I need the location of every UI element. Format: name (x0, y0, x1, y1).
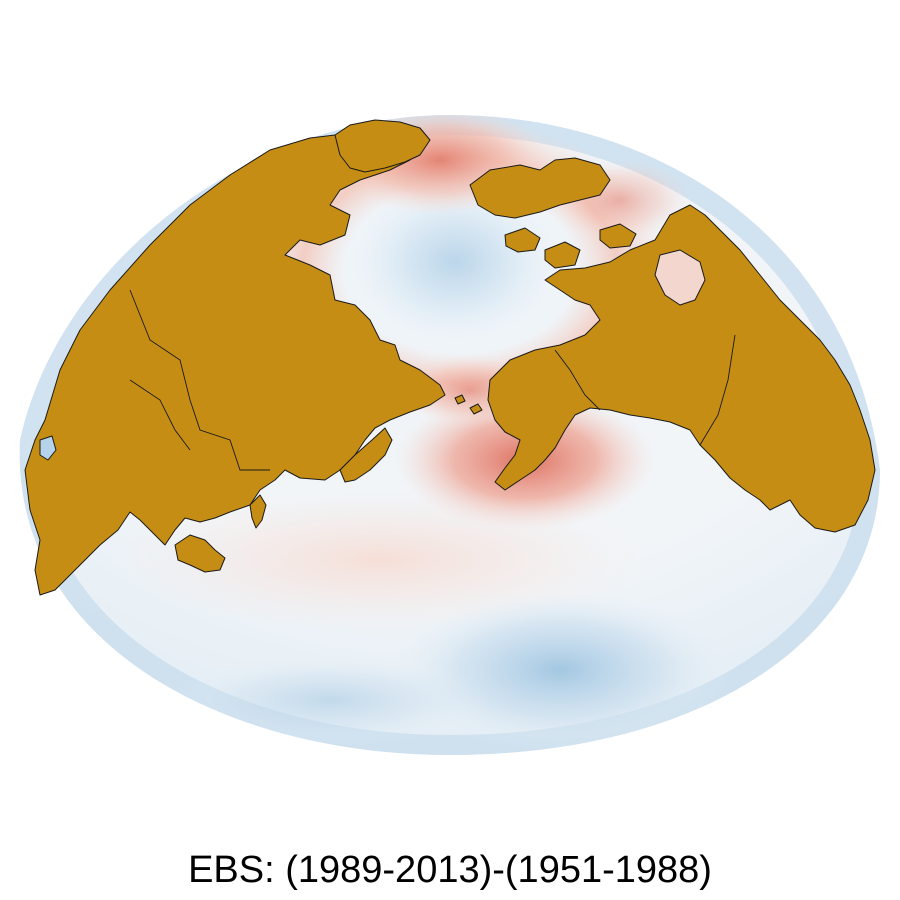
lake-west (39, 435, 57, 461)
map-caption: EBS: (1989-2013)-(1951-1988) (188, 849, 712, 891)
sakhalin-landmass (249, 494, 267, 529)
russia-china-border (129, 289, 270, 471)
alaska-canada-border (554, 349, 601, 411)
aleutian-island (469, 403, 483, 415)
map-canvas (19, 115, 880, 755)
kamchatka-landmass (339, 427, 393, 483)
greenland-landmass (334, 119, 431, 173)
svalbard-landmass (469, 157, 611, 219)
mongolia-border (129, 379, 191, 451)
north-america-landmass (487, 204, 876, 533)
arctic-archipelago (504, 227, 541, 253)
land-masses (24, 119, 876, 596)
japan-landmass (174, 534, 226, 573)
hudson-bay (654, 249, 706, 306)
aleutian-island-2 (454, 394, 466, 405)
arctic-archipelago-2 (544, 241, 581, 269)
arctic-archipelago-3 (599, 223, 637, 249)
canada-us-border (699, 334, 736, 446)
political-borders (129, 289, 736, 471)
